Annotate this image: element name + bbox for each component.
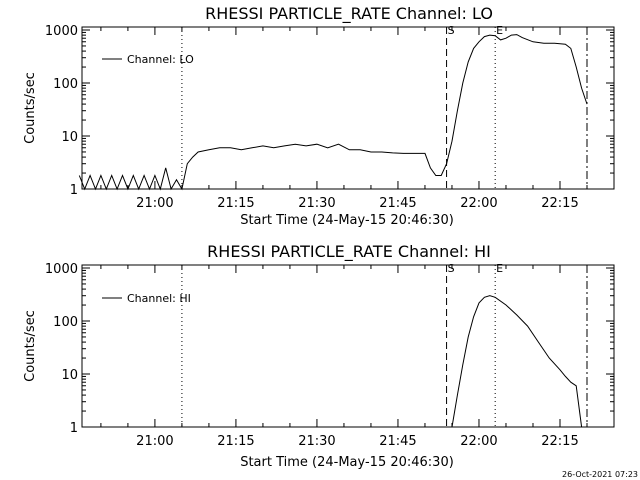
x-tick-label: 21:30: [298, 196, 335, 211]
y-tick-label: 100: [53, 77, 78, 92]
y-tick-label: 1000: [45, 262, 78, 277]
chart-title-hi: RHESSI PARTICLE_RATE Channel: HI: [207, 242, 491, 262]
x-tick-label: 22:00: [460, 196, 497, 211]
y-tick-label: 1: [70, 183, 78, 198]
panel-lo: RHESSI PARTICLE_RATE Channel: LO Start T…: [23, 4, 615, 228]
x-tick-label: 22:15: [541, 434, 578, 449]
legend-label-lo: Channel: LO: [127, 53, 194, 66]
x-tick-label: 21:00: [136, 434, 173, 449]
y-axis-label-hi: Counts/sec: [23, 310, 38, 382]
ticks-lo: 21:00 21:15 21:30 21:45 22:00 22:15 1 10 100 1000: [45, 24, 614, 211]
marker-label: S: [448, 24, 455, 37]
y-tick-label: 1000: [45, 24, 78, 39]
x-axis-label-hi: Start Time (24-May-15 20:46:30): [240, 455, 454, 470]
x-tick-label: 21:45: [379, 196, 416, 211]
x-tick-label: 21:00: [136, 196, 173, 211]
x-tick-label: 21:30: [298, 434, 335, 449]
x-tick-label: 22:00: [460, 434, 497, 449]
y-tick-label: 10: [61, 368, 78, 383]
y-tick-label: 100: [53, 315, 78, 330]
plot-frame-hi: [81, 264, 615, 428]
y-tick-label: 1: [70, 421, 78, 436]
panel-hi: RHESSI PARTICLE_RATE Channel: HI Start T…: [23, 242, 615, 470]
series-line-hi: [451, 295, 583, 428]
x-tick-label: 22:15: [541, 196, 578, 211]
marker-label: E: [496, 262, 503, 275]
x-tick-label: 21:15: [217, 434, 254, 449]
x-tick-label: 21:45: [379, 434, 416, 449]
x-axis-label-lo: Start Time (24-May-15 20:46:30): [240, 213, 454, 228]
series-line-lo: [78, 34, 588, 191]
y-tick-label: 10: [61, 130, 78, 145]
timestamp-footer: 26-Oct-2021 07:23: [562, 470, 638, 479]
legend-label-hi: Channel: HI: [127, 292, 191, 305]
ticks-hi: 21:00 21:15 21:30 21:45 22:00 22:15 1 10 100 1000: [45, 262, 614, 449]
marker-label: S: [448, 262, 455, 275]
marker-label: E: [496, 24, 503, 37]
chart-title-lo: RHESSI PARTICLE_RATE Channel: LO: [205, 4, 493, 24]
x-tick-label: 21:15: [217, 196, 254, 211]
plot-frame-lo: [81, 26, 615, 190]
y-axis-label-lo: Counts/sec: [23, 72, 38, 144]
